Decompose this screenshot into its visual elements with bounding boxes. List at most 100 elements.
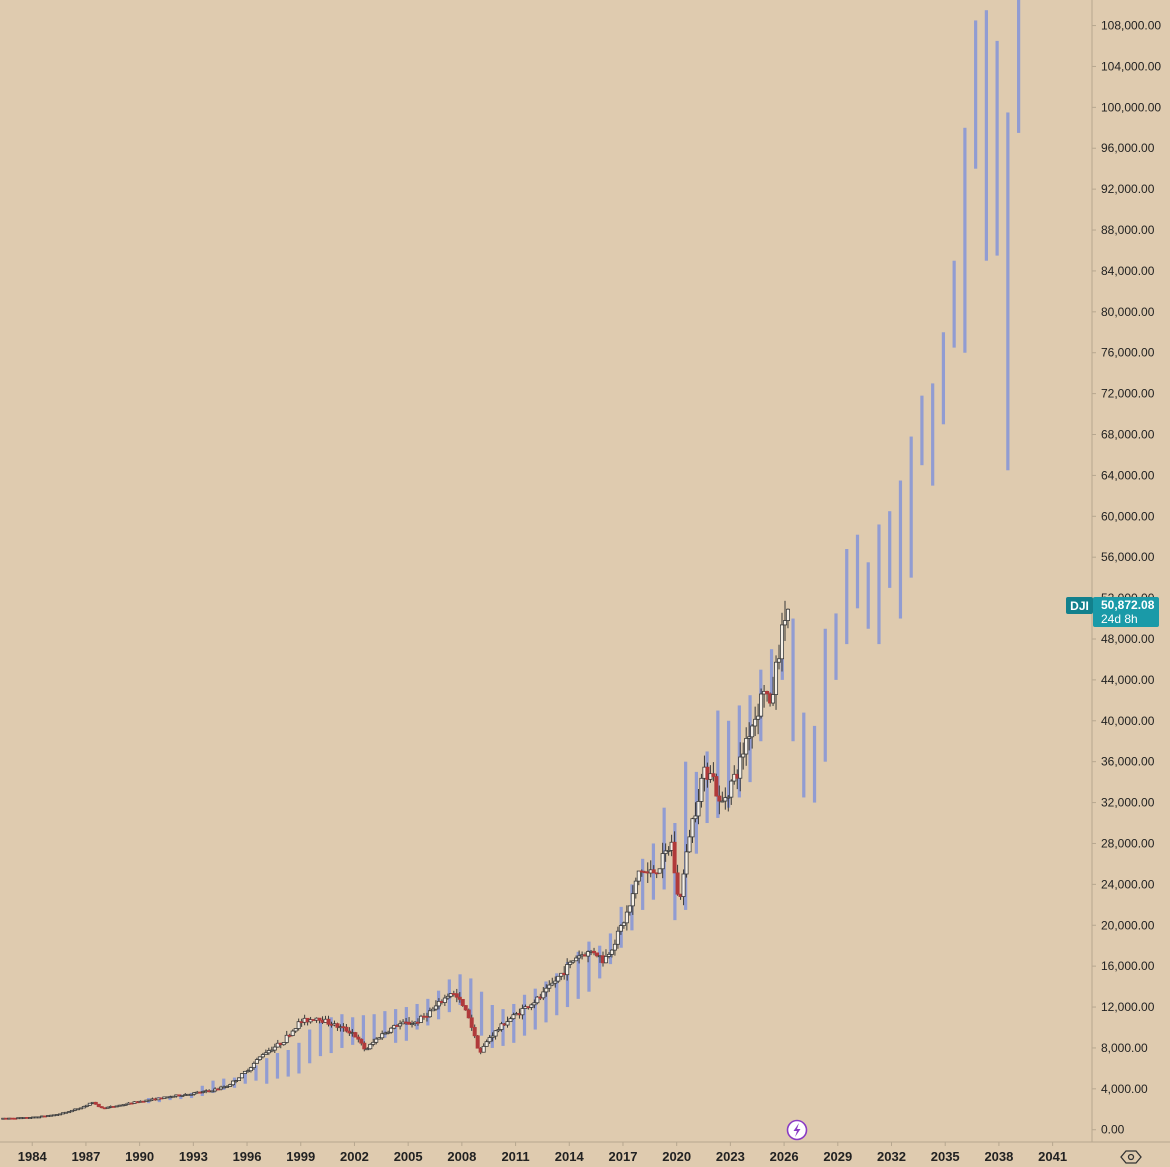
y-tick-label: 44,000.00: [1101, 673, 1155, 687]
x-tick-label: 1984: [18, 1149, 48, 1164]
candle-up: [741, 753, 746, 758]
candle-up: [263, 1052, 268, 1055]
x-tick-label: 2020: [662, 1149, 691, 1164]
candle-up: [430, 1008, 435, 1012]
candle-up: [490, 1035, 495, 1038]
candle-up: [529, 1004, 534, 1008]
projection-bar: [254, 1065, 258, 1081]
candle-up: [239, 1073, 244, 1079]
x-tick-label: 2032: [877, 1149, 906, 1164]
x-tick-label: 1999: [286, 1149, 315, 1164]
projection-bar: [587, 941, 591, 992]
last-price-label: 50,872.08: [1101, 598, 1155, 612]
candle-up: [753, 718, 758, 727]
projection-bar: [984, 10, 988, 261]
candle-up: [147, 1099, 152, 1102]
candle-up: [410, 1023, 415, 1025]
y-tick-label: 76,000.00: [1101, 346, 1155, 360]
x-tick-label: 2023: [716, 1149, 745, 1164]
candle-up: [612, 943, 617, 951]
y-tick-label: 56,000.00: [1101, 550, 1155, 564]
projection-bar: [812, 725, 817, 803]
x-tick-label: 2011: [501, 1149, 529, 1164]
candle-up: [374, 1038, 379, 1043]
x-tick-label: 2002: [340, 1149, 369, 1164]
y-tick-label: 72,000.00: [1101, 387, 1155, 401]
candle-down: [463, 1005, 468, 1011]
candle-up: [272, 1046, 277, 1051]
projection-bar: [877, 524, 881, 645]
candle-up: [69, 1109, 74, 1113]
candle-down: [454, 993, 459, 998]
candle-down: [99, 1106, 104, 1109]
projection-bar: [898, 480, 903, 619]
y-tick-label: 88,000.00: [1101, 223, 1155, 237]
candle-up: [84, 1104, 89, 1107]
candle-up: [365, 1048, 370, 1051]
projection-bar: [920, 395, 924, 466]
candle-up: [368, 1043, 373, 1050]
candle-up: [493, 1030, 498, 1037]
candle-up: [750, 725, 755, 738]
projection-bar: [769, 649, 774, 701]
projection-bar: [308, 1029, 312, 1064]
candle-up: [568, 961, 573, 965]
projection-bar: [963, 127, 967, 353]
candle-up: [738, 756, 743, 779]
candle-up: [499, 1023, 504, 1030]
projection-bar: [383, 1011, 387, 1038]
candle-up: [210, 1090, 215, 1093]
candle-down: [675, 872, 680, 895]
projection-bar: [275, 1053, 280, 1079]
projection-bar: [243, 1072, 247, 1084]
candle-up: [550, 982, 555, 986]
candle-down: [469, 1017, 474, 1028]
candle-down: [457, 996, 462, 1000]
candle-down: [705, 766, 710, 780]
y-tick-label: 68,000.00: [1101, 428, 1155, 442]
projection-bar: [318, 1022, 323, 1057]
projection-bar: [533, 988, 537, 1030]
candle-up: [275, 1042, 280, 1048]
candle-up: [541, 991, 546, 999]
candle-down: [335, 1023, 340, 1028]
candle-up: [577, 955, 582, 959]
time-axis[interactable]: 1984 1987 1990 1993 1996 1999 2002 2005 2008 2011…: [18, 1142, 1067, 1164]
candle-up: [37, 1116, 42, 1119]
candle-up: [386, 1031, 391, 1034]
projection-bar: [941, 332, 946, 425]
projection-bar: [1017, 0, 1021, 133]
projection-bar: [565, 962, 570, 1008]
projection-bar: [222, 1078, 226, 1090]
lightning-icon[interactable]: [786, 1119, 808, 1141]
candle-down: [356, 1036, 361, 1040]
candle-down: [592, 950, 597, 954]
candle-up: [481, 1045, 486, 1053]
candle-up: [66, 1111, 71, 1114]
settings-icon[interactable]: [1120, 1150, 1142, 1164]
projection-bar: [286, 1049, 290, 1077]
candle-up: [505, 1021, 510, 1026]
candle-up: [260, 1054, 265, 1058]
candle-up: [171, 1095, 176, 1098]
candle-up: [636, 870, 641, 882]
projection-bar: [458, 974, 462, 1006]
projection-bar: [855, 534, 860, 609]
projection-bar: [340, 1014, 344, 1048]
candle-up: [236, 1077, 241, 1082]
candle-up: [427, 1010, 432, 1018]
projection-bar: [684, 761, 688, 910]
candle-up: [266, 1050, 271, 1054]
projection-bar: [490, 1005, 494, 1048]
x-tick-label: 2014: [555, 1149, 585, 1164]
candle-up: [248, 1067, 253, 1072]
candle-down: [595, 952, 600, 957]
candle-down: [672, 841, 677, 874]
candle-up: [284, 1034, 289, 1043]
candle-down: [714, 776, 719, 797]
candle-up: [225, 1086, 230, 1088]
price-axis[interactable]: 0.00 4,000.00 8,000.00 12,000.00 16,000.00 20…: [1092, 19, 1161, 1137]
candle-up: [756, 715, 761, 720]
candle-up: [398, 1023, 403, 1027]
